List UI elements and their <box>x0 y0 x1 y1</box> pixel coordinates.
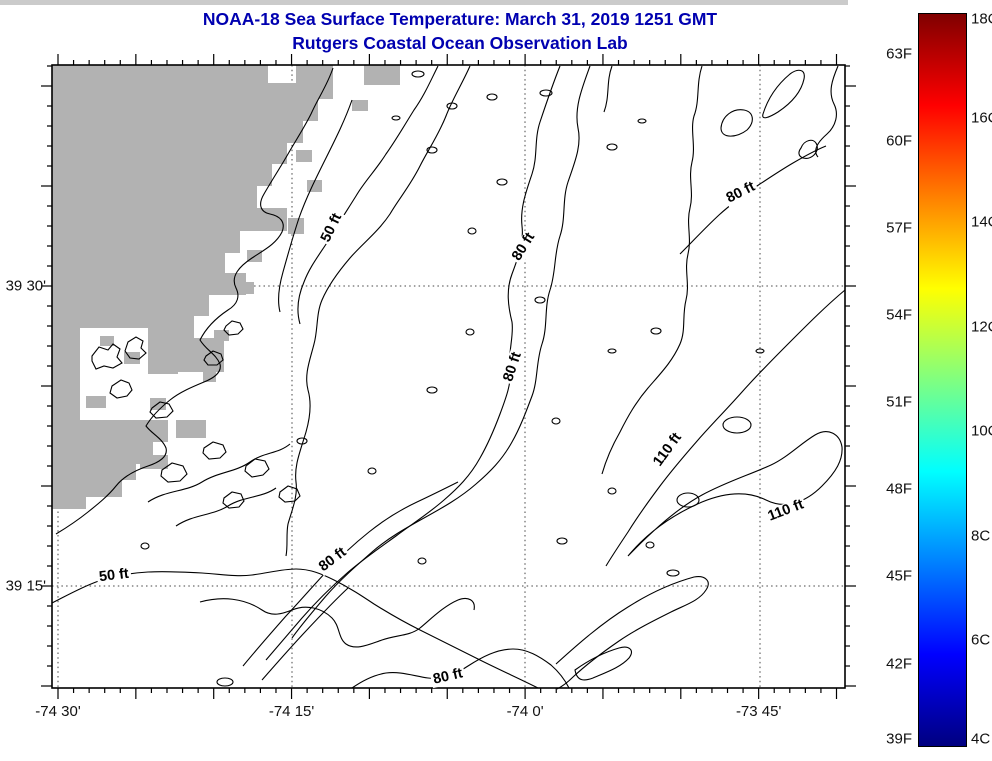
colorbar-f-label: 60F <box>886 132 912 150</box>
x-tick-label: -74 15' <box>268 703 315 720</box>
axis-ticks <box>41 54 856 699</box>
colorbar <box>918 13 967 747</box>
colorbar-c-label: 16C <box>971 109 992 127</box>
colorbar-f-label: 51F <box>886 393 912 411</box>
y-tick-label: 39 15' <box>5 577 46 595</box>
land-mask <box>52 65 400 509</box>
colorbar-f-label: 57F <box>886 219 912 237</box>
x-tick-label: -73 45' <box>735 703 782 720</box>
colorbar-c-label: 18C <box>971 10 992 28</box>
figure-subtitle: Rutgers Coastal Ocean Observation Lab <box>292 33 628 53</box>
colorbar-c-label: 6C <box>971 631 991 649</box>
map-frame <box>51 64 846 689</box>
colorbar-f-label: 42F <box>886 655 912 673</box>
top-edge-strip <box>0 0 848 5</box>
colorbar-f-label: 54F <box>886 306 912 324</box>
colorbar-f-label: 39F <box>886 730 912 748</box>
colorbar-c-label: 14C <box>971 213 992 231</box>
figure-title: NOAA-18 Sea Surface Temperature: March 3… <box>202 9 718 29</box>
colorbar-c-label: 4C <box>971 730 991 748</box>
colorbar-f-label: 63F <box>886 45 912 63</box>
x-tick-label: -74 0' <box>506 703 544 720</box>
colorbar-c-label: 8C <box>971 527 991 545</box>
colorbar-f-label: 45F <box>886 567 912 585</box>
x-tick-label: -74 30' <box>35 703 81 720</box>
bathymetry-contours <box>51 65 846 690</box>
colorbar-c-label: 12C <box>971 318 992 336</box>
colorbar-f-label: 48F <box>886 480 912 498</box>
colorbar-c-label: 10C <box>971 422 992 440</box>
y-tick-label: 39 30' <box>5 277 46 295</box>
